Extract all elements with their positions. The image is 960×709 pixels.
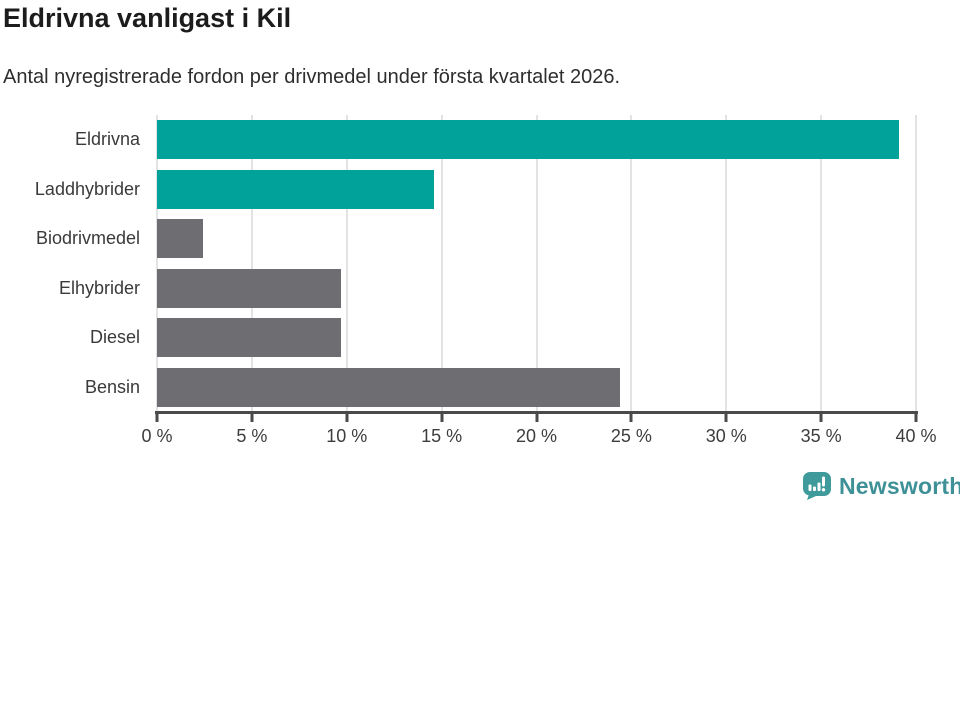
plot-area: 0 % 5 % 10 % 15 % 20 % 25 % 30 % 35 % 40 %	[141, 115, 937, 446]
bar-row	[157, 363, 916, 413]
bar-row	[157, 165, 916, 215]
category-label: Elhybrider	[58, 277, 140, 298]
x-tick-label: 25 %	[610, 426, 652, 446]
x-axis-line	[155, 411, 918, 414]
x-tick-mark	[629, 411, 633, 422]
chart-subtitle: Antal nyregistrerade fordon per drivmede…	[3, 66, 621, 88]
category-label: Laddhybrider	[34, 178, 140, 199]
x-tick-mark	[819, 411, 823, 422]
y-axis-labels: Eldrivna Laddhybrider Biodrivmedel Elhybrid…	[0, 115, 140, 412]
category-label: Diesel	[89, 327, 140, 348]
bar	[157, 219, 203, 259]
x-axis-ticks: 0 % 5 % 10 % 15 % 20 % 25 % 30 % 35 % 40 %	[141, 115, 937, 709]
category-label: Bensin	[84, 376, 140, 397]
newsworthy-logo-icon	[803, 472, 831, 500]
x-tick-label: 0 %	[141, 426, 173, 446]
gridline	[250, 115, 253, 412]
category-label: Eldrivna	[74, 129, 140, 150]
newsworthy-logo: Newsworthy	[803, 472, 960, 500]
x-tick-label: 40 %	[895, 426, 937, 446]
gridline	[440, 115, 443, 412]
bar	[157, 318, 342, 358]
bar	[157, 268, 342, 308]
x-tick-mark	[250, 411, 254, 422]
brand-name: Newsworthy	[839, 472, 960, 499]
bar	[157, 367, 620, 407]
bar-row	[157, 264, 916, 314]
x-tick-mark	[914, 411, 918, 422]
gridline	[725, 115, 728, 412]
x-tick-mark	[345, 411, 349, 422]
bar-series	[157, 115, 916, 412]
chart-title: Eldrivna vanligast i Kil	[3, 3, 292, 33]
gridline	[915, 115, 917, 412]
x-tick-mark	[440, 411, 444, 422]
x-tick-label: 15 %	[421, 426, 463, 446]
bar-row	[157, 214, 916, 264]
x-tick-label: 35 %	[800, 426, 842, 446]
bar-row	[157, 115, 916, 165]
bar-row	[157, 313, 916, 363]
x-tick-mark	[535, 411, 538, 422]
x-tick-mark	[155, 411, 159, 422]
gridline	[820, 115, 823, 412]
bar	[157, 120, 899, 160]
category-label: Biodrivmedel	[35, 228, 140, 249]
x-tick-label: 5 %	[236, 426, 268, 446]
gridline	[535, 115, 538, 412]
x-tick-label: 20 %	[515, 426, 558, 446]
gridline	[156, 115, 158, 412]
x-tick-label: 10 %	[326, 426, 368, 446]
gridlines	[156, 115, 917, 412]
x-tick-label: 30 %	[705, 426, 747, 446]
x-tick-mark	[724, 411, 728, 422]
bar	[157, 169, 435, 209]
gridline	[630, 115, 633, 412]
gridline	[345, 115, 348, 412]
